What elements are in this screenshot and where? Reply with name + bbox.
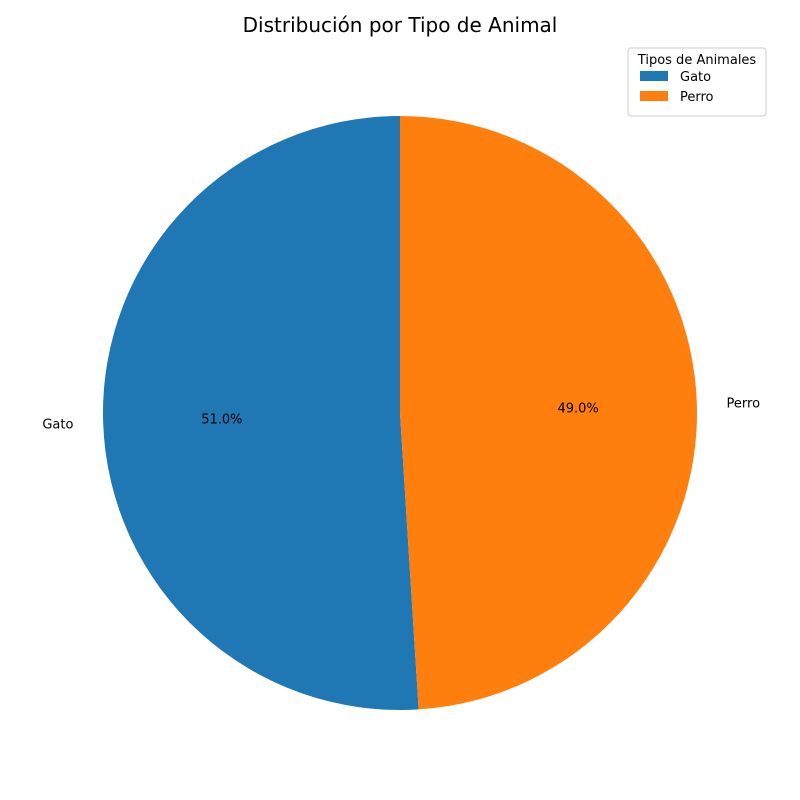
legend-swatch-perro — [640, 91, 668, 101]
slice-label-gato: Gato — [42, 417, 73, 432]
legend-title: Tipos de Animales — [637, 53, 757, 68]
pie-labels: Gato 51.0% Perro 49.0% — [42, 397, 760, 433]
legend-label-perro: Perro — [680, 90, 714, 105]
pie-slices — [103, 115, 698, 710]
slice-percent-perro: 49.0% — [557, 401, 598, 416]
slice-percent-gato: 51.0% — [201, 413, 242, 428]
chart-title: Distribución por Tipo de Animal — [243, 13, 558, 37]
legend-label-gato: Gato — [680, 70, 711, 85]
legend-swatch-gato — [640, 71, 668, 81]
legend: Tipos de Animales Gato Perro — [627, 47, 767, 117]
pie-slice-perro — [400, 115, 698, 710]
pie-slice-gato — [103, 116, 419, 710]
slice-label-perro: Perro — [727, 397, 761, 412]
